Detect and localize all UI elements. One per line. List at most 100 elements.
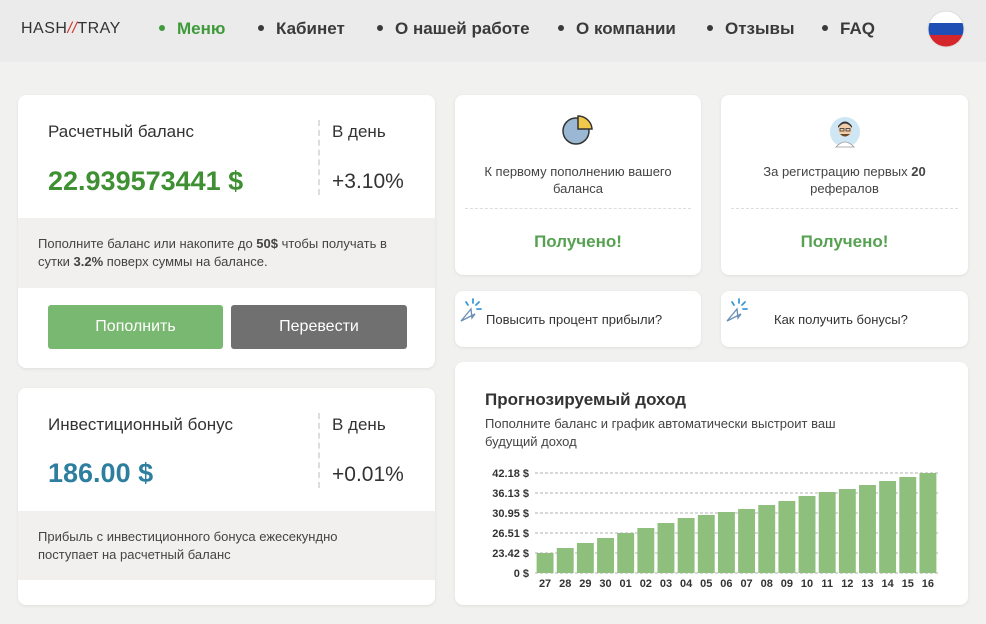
bonus-card: Инвестиционный бонус 186.00 $ В день +0.… [18, 388, 435, 605]
balance-amount: 22.939573441 $ [48, 166, 244, 196]
divider [318, 120, 320, 195]
link-text[interactable]: Повысить процент прибыли? [486, 312, 663, 327]
nav-item[interactable]: О компании [558, 19, 676, 39]
hint-part: Пополните баланс или накопите до [38, 236, 257, 251]
y-tick-label: 42.18 $ [492, 468, 529, 480]
reward-text-part: рефералов [810, 181, 879, 196]
bar [899, 477, 917, 573]
y-tick-label: 23.42 $ [492, 548, 529, 560]
reward-status: Получено! [534, 232, 622, 251]
divider [318, 413, 320, 488]
transfer-button[interactable]: Перевести [231, 305, 407, 349]
bar [838, 489, 856, 573]
reward-count: 20 [911, 164, 926, 179]
bar [758, 505, 776, 573]
y-tick-label: 26.51 $ [492, 528, 529, 540]
forecast-chart: 0 $ 23.42 $ 26.51 $ 30.95 $ 36.13 $ 42.18 $ 27… [492, 468, 938, 590]
hint-part: чтобы получать в сутки [38, 236, 387, 269]
x-tick-label: 13 [861, 578, 873, 590]
hint-text: Пополните баланс или накопите до 50$ что… [38, 235, 418, 271]
logo-left: HASH [21, 20, 68, 37]
per-day-label: В день [332, 122, 386, 141]
hint-band: Прибыль с инвестиционного бонуса ежесеку… [18, 511, 435, 580]
hint-text: Прибыль с инвестиционного бонуса ежесеку… [38, 529, 338, 562]
bar [657, 523, 675, 573]
per-day-value: +0.01% [332, 463, 404, 486]
card-title: Инвестиционный бонус [48, 415, 233, 434]
bar [717, 511, 735, 573]
click-icon [726, 298, 748, 322]
y-tick-label: 30.95 $ [492, 508, 529, 520]
x-tick-label: 02 [640, 578, 652, 590]
link-card[interactable]: Как получить бонусы? [721, 291, 968, 347]
x-tick-label: 08 [761, 578, 773, 590]
forecast-subtitle: Пополните баланс и график автоматически … [485, 416, 836, 449]
pie-icon [562, 115, 593, 145]
bar [818, 492, 836, 573]
nav-item[interactable]: О нашей работе [377, 19, 530, 39]
nav-item[interactable]: Кабинет [258, 19, 345, 39]
x-tick-label: 06 [720, 578, 732, 590]
avatar-icon [830, 117, 860, 148]
reward-text-part: За регистрацию первых [763, 164, 912, 179]
x-tick-label: 15 [902, 578, 914, 590]
bar [597, 537, 614, 573]
x-tick-label: 30 [599, 578, 611, 590]
x-tick-label: 10 [801, 578, 813, 590]
x-tick-label: 05 [700, 578, 712, 590]
x-tick-label: 03 [660, 578, 672, 590]
x-tick-label: 04 [680, 578, 693, 590]
bar [677, 518, 695, 573]
deposit-button[interactable]: Пополнить [48, 305, 223, 349]
bar [536, 553, 554, 573]
card-title: Расчетный баланс [48, 122, 194, 141]
per-day-value: +3.10% [332, 170, 404, 193]
x-tick-label: 16 [922, 578, 934, 590]
x-tick-label: 14 [882, 578, 895, 590]
x-tick-label: 12 [841, 578, 853, 590]
bar [697, 514, 715, 573]
hint-band: Пополните баланс или накопите до 50$ что… [18, 218, 435, 288]
x-tick-label: 28 [559, 578, 571, 590]
bar [637, 528, 655, 573]
reward-card: За регистрацию первых 20 рефералов Получ… [721, 95, 968, 275]
bar [778, 500, 796, 573]
nav-item[interactable]: Отзывы [707, 19, 795, 39]
hint-rate: 3.2% [73, 254, 104, 269]
forecast-title: Прогнозируемый доход [485, 390, 687, 409]
per-day-label: В день [332, 415, 386, 434]
bar [879, 481, 897, 573]
bar [919, 473, 937, 573]
bonus-amount: 186.00 $ [48, 458, 154, 488]
reward-text: К первому пополнению вашего баланса [484, 164, 672, 196]
logo-slash: // [67, 20, 78, 37]
reward-status: Получено! [800, 232, 889, 251]
click-icon [460, 298, 482, 322]
divider [465, 208, 691, 209]
balance-card: Расчетный баланс 22.939573441 $ В день +… [18, 95, 435, 368]
x-tick-label: 09 [781, 578, 793, 590]
forecast-card: Прогнозируемый доход Пополните баланс и … [455, 362, 968, 605]
bar [859, 485, 876, 573]
logo[interactable]: HASH//TRAY [21, 20, 121, 38]
reward-text: За регистрацию первых 20 рефералов [741, 163, 948, 197]
hint-amount: 50$ [256, 236, 278, 251]
divider [731, 208, 958, 209]
header: HASH//TRAY Меню Кабинет О нашей работе О… [0, 0, 986, 62]
link-card[interactable]: Повысить процент прибыли? [455, 291, 701, 347]
nav-item[interactable]: Меню [159, 19, 225, 39]
x-tick-label: 27 [539, 578, 551, 590]
hint-part: поверх суммы на балансе. [103, 254, 268, 269]
bar [556, 548, 574, 573]
y-tick-label: 0 $ [514, 568, 529, 580]
reward-card: К первому пополнению вашего баланса Полу… [455, 95, 701, 275]
language-flag[interactable] [926, 9, 966, 49]
bar [738, 508, 756, 573]
bar [576, 542, 594, 573]
nav-item[interactable]: FAQ [822, 19, 875, 39]
logo-right: TRAY [77, 20, 121, 37]
y-tick-label: 36.13 $ [492, 488, 529, 500]
link-text[interactable]: Как получить бонусы? [774, 312, 908, 327]
bar [798, 495, 816, 573]
